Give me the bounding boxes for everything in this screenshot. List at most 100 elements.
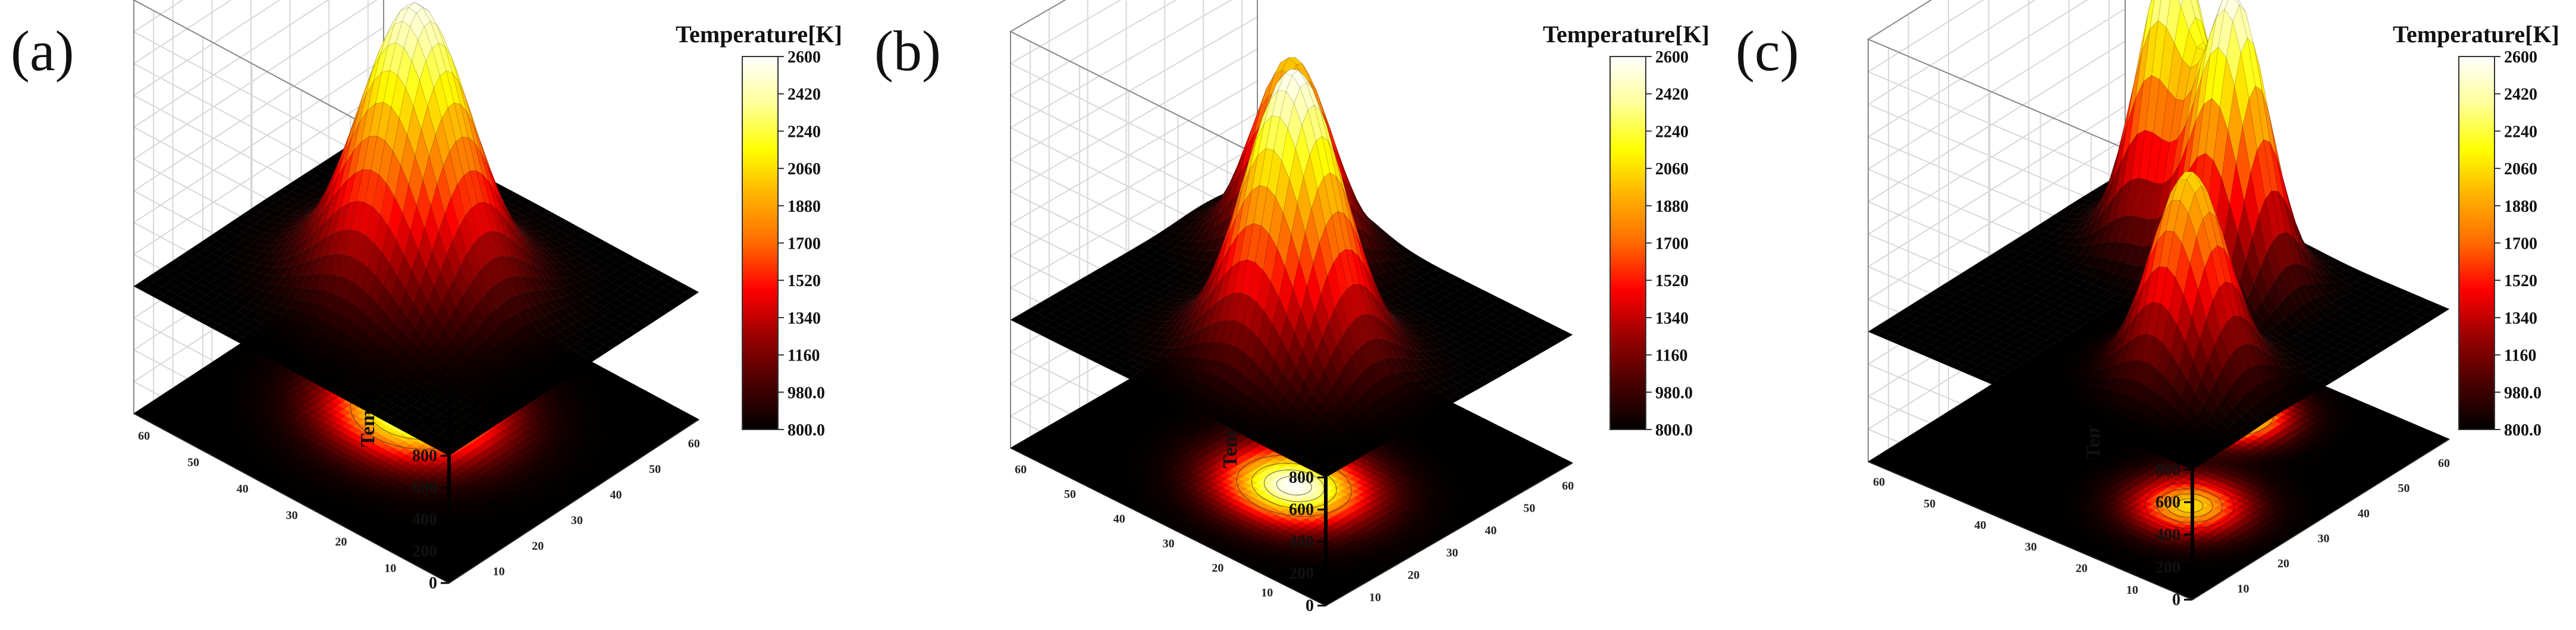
surface-cell <box>500 388 515 399</box>
surface-cell <box>149 290 165 299</box>
surface-cell <box>369 409 385 418</box>
surface-cell <box>423 328 438 350</box>
surface-cell <box>403 26 419 62</box>
x-axis-line <box>448 419 699 584</box>
surface-cell <box>305 186 321 195</box>
surface-cell <box>346 256 360 284</box>
surface-cell <box>503 298 518 318</box>
surface-cell <box>399 86 414 136</box>
surface-cell <box>547 233 563 242</box>
y-axis-line <box>133 413 450 584</box>
surface-cell <box>523 249 538 268</box>
surface-cell <box>590 310 605 319</box>
surface-cell <box>330 253 345 277</box>
surface-cell <box>325 293 340 312</box>
surface-cell <box>528 346 543 358</box>
surface-cell <box>566 258 582 267</box>
surface-cell <box>506 384 522 394</box>
box-top-edge <box>133 0 450 170</box>
surface-cell <box>330 341 346 355</box>
surface-cell <box>522 231 538 243</box>
surface-cell <box>318 355 333 366</box>
surface-cell <box>582 305 598 315</box>
surface-cell <box>529 253 544 270</box>
surface-cell <box>601 294 617 303</box>
surface-cell <box>637 262 652 271</box>
colorbar-tick-label: 980.0 <box>787 384 825 402</box>
surface-cell <box>536 214 551 222</box>
surface-cell <box>659 304 674 313</box>
surface-cell <box>288 250 304 267</box>
surface-cell <box>390 239 404 278</box>
surface-cell <box>338 391 354 401</box>
surface-cell <box>466 243 482 278</box>
surface-cell <box>347 363 363 374</box>
surface-cell <box>473 397 489 406</box>
surface-cell <box>589 236 605 246</box>
surface-cell <box>644 295 659 305</box>
surface-cell <box>516 224 531 240</box>
colorbar-tick-label: 1520 <box>787 272 821 290</box>
surface-cell <box>290 321 306 333</box>
surface-cell <box>582 232 597 241</box>
surface-cell <box>306 193 322 200</box>
surface-cell <box>642 287 657 296</box>
surface-cell <box>585 284 601 294</box>
surface-cell <box>575 299 590 309</box>
surface-cell <box>261 274 276 284</box>
surface-cell <box>656 287 672 296</box>
z-tick-label: 400 <box>412 510 437 529</box>
surface-cell <box>506 334 521 349</box>
y-tick-label: 40 <box>237 482 249 496</box>
surface-cell <box>376 102 392 142</box>
z-tick-label: 0 <box>429 574 437 593</box>
surface-cell <box>548 240 564 249</box>
surface-cell <box>413 376 429 388</box>
surface-cell <box>615 258 630 267</box>
surface-cell <box>538 327 554 340</box>
surface-cell <box>493 344 509 359</box>
surface-cell <box>350 200 365 232</box>
surface-cell <box>666 300 681 309</box>
surface-cell <box>590 272 605 282</box>
surface-cell <box>133 281 149 291</box>
surface-cell <box>562 305 578 315</box>
surface-cell <box>334 315 350 333</box>
surface-cell <box>523 306 538 322</box>
surface-cell <box>457 427 473 435</box>
surface-cell <box>401 426 417 435</box>
surface-cell <box>475 170 491 205</box>
surface-cell <box>400 134 416 186</box>
surface-cell <box>431 340 446 358</box>
surface-cell <box>541 236 557 243</box>
surface-cell <box>383 264 399 297</box>
surface-cell <box>476 297 491 322</box>
surface-cell <box>238 239 253 248</box>
surface-cell <box>539 372 554 382</box>
surface-chart-a: 0200400600800100012001400160018002000220… <box>133 0 825 593</box>
surface-cell <box>224 277 240 287</box>
surface-cell <box>534 385 550 395</box>
panel-label-a: (a) <box>11 19 74 83</box>
z-tick-label: 600 <box>412 479 437 497</box>
surface-cell <box>459 435 475 444</box>
colorbar-tick-label: 1160 <box>787 347 820 365</box>
surface-cell <box>540 289 556 302</box>
surface-cell <box>222 269 238 278</box>
surface-cell <box>544 249 560 256</box>
surface-cell <box>249 296 265 306</box>
surface-cell <box>416 7 431 27</box>
surface-cell <box>443 151 458 198</box>
surface-cell <box>188 311 204 321</box>
surface-cell <box>555 238 570 246</box>
surface-cell <box>432 230 447 272</box>
surface-cell <box>497 231 513 258</box>
surface-cell <box>146 274 161 283</box>
surface-cell <box>410 12 425 41</box>
surface-cell <box>551 222 567 231</box>
surface-cell <box>559 369 575 378</box>
surface-cell <box>607 290 623 300</box>
surface-cell <box>265 302 281 312</box>
surface-cell <box>236 336 251 346</box>
surface-cell <box>465 95 479 139</box>
